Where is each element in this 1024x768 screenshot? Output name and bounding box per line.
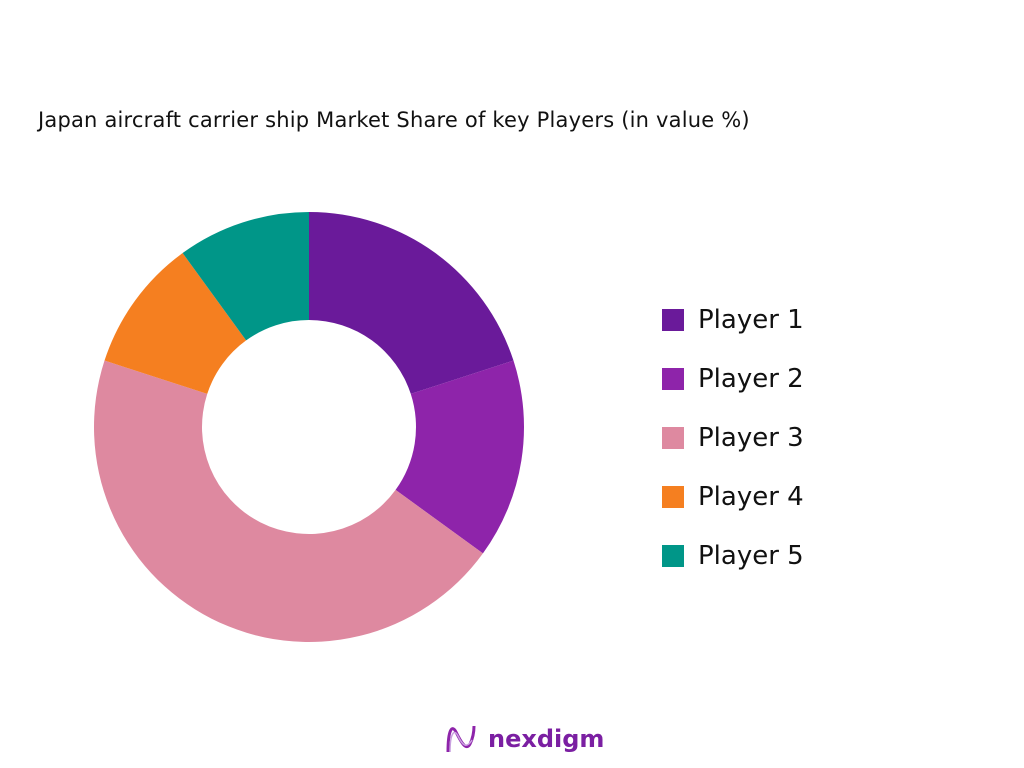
legend-item: Player 5 [662,526,804,585]
nexdigm-logo: nexdigm [444,722,604,756]
logo-wave-icon [446,725,476,753]
legend-swatch [662,308,684,331]
legend-item: Player 3 [662,408,804,467]
legend-swatch [662,367,684,390]
chart-title: Japan aircraft carrier ship Market Share… [38,108,750,132]
slice-player-3 [93,360,483,643]
legend-label: Player 5 [698,540,804,571]
legend-swatch [662,426,684,449]
legend-label: Player 1 [698,304,804,335]
legend-item: Player 1 [662,290,804,349]
slice-player-4 [104,253,247,394]
legend-label: Player 2 [698,363,804,394]
legend-item: Player 2 [662,349,804,408]
legend: Player 1 Player 2 Player 3 Player 4 Player 5 [662,290,804,585]
slice-player-2 [395,360,524,554]
logo-text: nexdigm [488,725,605,753]
legend-swatch [662,485,684,508]
legend-swatch [662,544,684,567]
legend-label: Player 4 [698,481,804,512]
slice-player-1 [309,212,514,394]
legend-label: Player 3 [698,422,804,453]
slice-player-5 [182,212,309,341]
legend-item: Player 4 [662,467,804,526]
